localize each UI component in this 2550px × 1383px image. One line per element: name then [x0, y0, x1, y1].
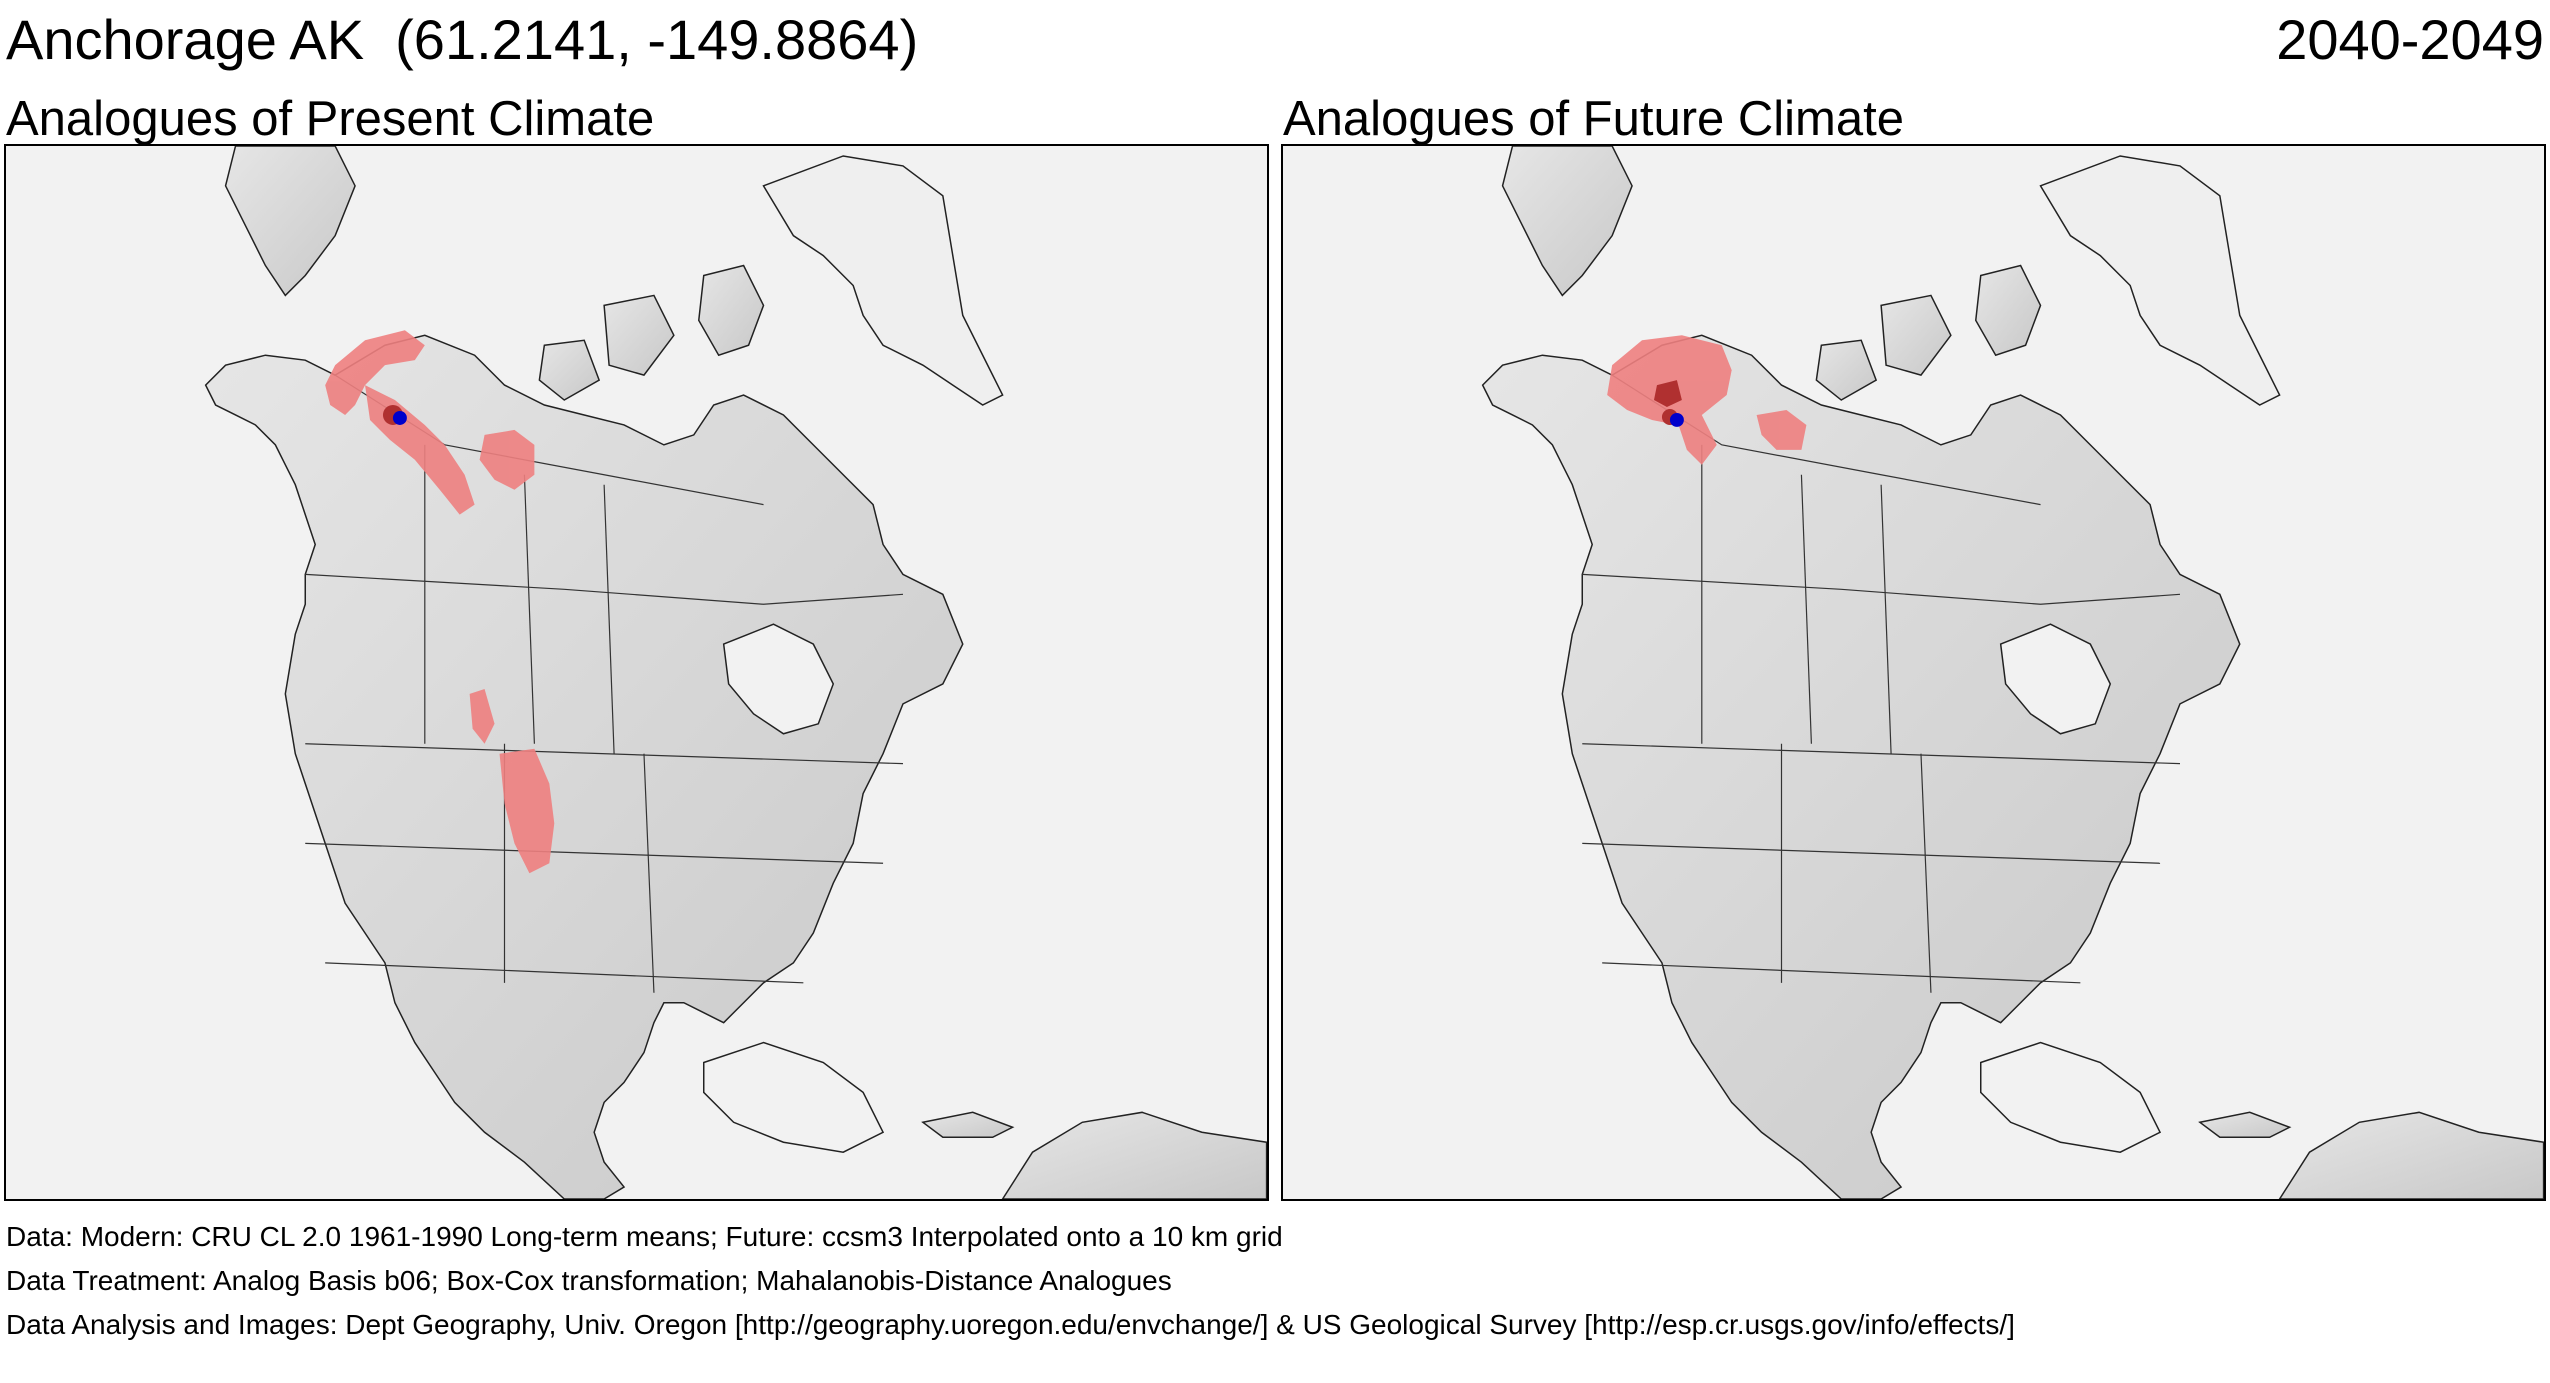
land-layer: [204, 146, 1267, 1199]
future-climate-map: [1281, 144, 2546, 1201]
future-analogue-strong: [1653, 380, 1682, 425]
greenland-landmass: [2039, 155, 2281, 406]
arctic-islands-2: [1880, 294, 1952, 376]
period-title: 2040-2049: [2276, 8, 2544, 71]
caribbean-islands: [921, 1111, 1015, 1138]
present-climate-map: [4, 144, 1269, 1201]
analogue-alaska-east: [1676, 385, 1717, 465]
south-america-landmass: [2278, 1111, 2544, 1199]
footer-data-treatment: Data Treatment: Analog Basis b06; Box-Co…: [6, 1265, 1172, 1296]
future-climate-map-svg: [1481, 146, 2544, 1199]
land-layer: [1481, 146, 2544, 1199]
future-climate-panel-title: Analogues of Future Climate: [1283, 92, 1904, 146]
south-america-landmass: [1001, 1111, 1267, 1199]
siberia-landmass: [224, 146, 356, 297]
siberia-landmass: [1501, 146, 1633, 297]
footer-data-source: Data: Modern: CRU CL 2.0 1961-1990 Long-…: [6, 1221, 1283, 1252]
caribbean-islands: [2198, 1111, 2292, 1138]
location-title: Anchorage AK (61.2141, -149.8864): [6, 8, 919, 71]
arctic-islands-3: [1815, 339, 1878, 401]
arctic-islands-3: [538, 339, 601, 401]
north-america-landmass: [1481, 334, 2241, 1199]
site-marker: [392, 410, 407, 425]
site-marker: [1669, 412, 1684, 427]
footer-data-analysis: Data Analysis and Images: Dept Geography…: [6, 1309, 2015, 1340]
north-america-landmass: [204, 334, 964, 1199]
gulf-of-mexico: [702, 1041, 885, 1153]
future-analogue-regions: [1607, 335, 1807, 465]
greenland-landmass: [762, 155, 1004, 406]
analogue-yukon-region: [479, 429, 535, 490]
arctic-islands: [1974, 264, 2042, 357]
analogue-yukon-region: [1756, 409, 1807, 450]
hudson-bay: [1999, 623, 2112, 735]
arctic-islands: [697, 264, 765, 357]
analogue-alaska-region: [325, 330, 425, 415]
analogue-alaska-region: [1607, 335, 1732, 425]
arctic-islands-2: [603, 294, 675, 376]
gulf-of-mexico: [1979, 1041, 2162, 1153]
analogue-bc-coast: [469, 688, 495, 744]
hudson-bay: [722, 623, 835, 735]
political-boundaries: [1582, 374, 2181, 993]
analogue-rockies-region: [499, 748, 555, 874]
present-climate-map-svg: [204, 146, 1267, 1199]
present-climate-panel-title: Analogues of Present Climate: [6, 92, 655, 146]
